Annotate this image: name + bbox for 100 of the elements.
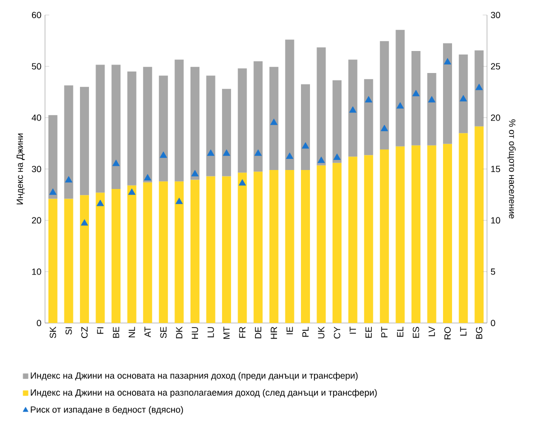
x-tick-label: SI [66,327,72,335]
x-tick-label: HU [192,327,198,339]
point [444,58,452,64]
point [254,149,262,156]
bar [364,79,374,156]
x-tick-label: MT [223,326,230,339]
point [144,174,152,180]
point [49,188,57,195]
x-tick-label: LV [428,326,435,336]
x-tick-label: SE [160,326,167,338]
point [428,96,436,102]
x-tick-label: DE [255,326,262,338]
bar [158,76,168,182]
x-tick-label: BE [112,326,120,338]
bar [143,182,152,323]
x-tick-label: EE [366,326,372,338]
y2-tick-label: 25 [490,63,500,70]
point [238,179,246,186]
bar [48,115,58,199]
bar [380,41,389,150]
bar [348,156,358,323]
bar [143,66,152,182]
x-tick-label: DK [176,326,182,338]
bar [443,144,452,323]
x-tick-label: CZ [81,326,88,338]
bar [316,47,326,166]
bar [348,60,358,157]
x-tick-label: ES [412,326,420,338]
y-tick-label: 0 [36,320,42,326]
bar [285,40,294,170]
y-tick-label: 30 [32,166,42,172]
bar [411,145,420,323]
x-tick-label: RO [444,326,451,340]
point [349,106,356,113]
bar [300,84,310,170]
x-tick-label: FR [239,326,246,338]
y-axis-title: Индекс на Джини [16,134,25,204]
point [191,170,199,176]
point [270,118,278,125]
y2-tick-label: 15 [491,166,500,172]
y-tick-label: 60 [32,12,42,18]
bar [238,68,247,173]
point [207,149,214,156]
legend-label: Индекс на Джини на основата на пазарния доход (преди данъци и трансфери) [30,372,358,381]
bar [190,180,200,323]
bar [48,198,58,323]
legend-label: Риск от изпадане в бедност (вдясно) [30,406,183,414]
y2-tick-label: 5 [490,268,496,275]
bar [254,61,263,172]
bar [80,86,89,196]
x-tick-label: NL [128,326,135,338]
y-tick-label: 10 [32,268,42,275]
x-tick-label: UK [318,326,324,338]
bar [474,50,484,126]
x-tick-label: SK [50,326,56,338]
bar [427,145,436,323]
bar [458,133,468,323]
x-tick-label: PL [302,326,309,337]
bar [364,155,374,323]
bar [174,181,184,323]
point [364,96,372,102]
bar [332,80,342,163]
bar [316,165,326,323]
y-tick-label: 50 [32,63,42,70]
bar [238,172,247,323]
x-tick-label: PT [381,326,388,338]
point [128,188,136,195]
point [412,90,420,96]
bar [127,71,136,186]
bar [443,43,452,144]
point [222,149,230,156]
bar [96,192,105,323]
bar [269,170,278,323]
x-tick-label: IT [350,326,356,334]
y2-tick-label: 0 [490,320,496,326]
point [475,84,483,90]
x-tick-label: LT [460,326,466,336]
point [333,154,341,160]
point [302,142,310,149]
bar [64,85,74,199]
point [80,219,88,226]
point [460,95,467,102]
point [65,176,72,182]
x-tick-label: HR [270,326,277,339]
x-tick-label: LU [208,327,214,338]
bar [112,64,121,190]
x-tick-label: AT [144,326,151,338]
y2-axis-title: % от общото население [507,119,516,218]
x-tick-label: FI [97,327,104,334]
bar [174,60,184,182]
x-tick-label: EL [397,326,404,337]
y-tick-label: 40 [32,114,42,121]
point [380,124,388,132]
y-tick-label: 20 [32,217,42,224]
bar [396,30,405,146]
bar [127,185,136,323]
point [96,200,104,206]
y2-tick-label: 10 [491,217,500,224]
point [160,151,168,158]
bar [190,66,200,180]
